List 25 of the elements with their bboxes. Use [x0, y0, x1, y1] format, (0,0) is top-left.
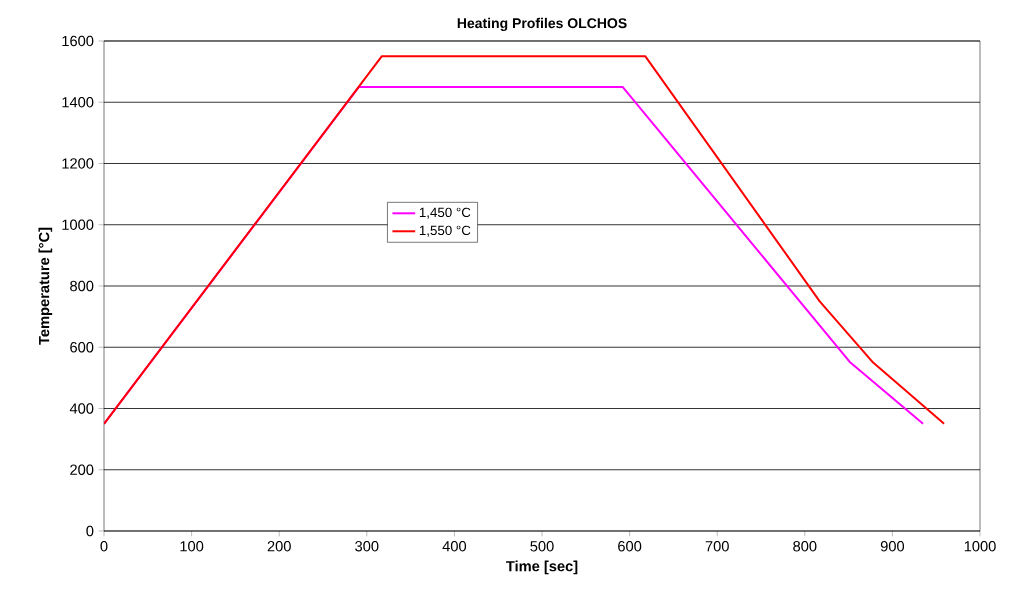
x-tick-label: 900: [880, 541, 905, 552]
x-tick-label: 0: [100, 541, 108, 552]
x-tick-label: 800: [793, 541, 817, 552]
y-tick-label: 800: [70, 280, 94, 292]
y-tick-label: 1200: [62, 158, 94, 169]
x-tick-label: 200: [267, 541, 291, 552]
y-tick-label: 0: [86, 525, 94, 537]
legend-label: 1,550 °C: [419, 225, 471, 237]
x-tick-label: 600: [618, 541, 642, 552]
y-tick-label: 1000: [62, 219, 94, 230]
x-tick-label: 100: [180, 541, 204, 552]
y-tick-label: 600: [70, 342, 94, 353]
y-tick-label: 200: [70, 464, 94, 475]
x-axis-title: Time [sec]: [506, 560, 578, 575]
y-tick-label: 1600: [62, 35, 94, 47]
x-tick-label: 1000: [964, 541, 996, 552]
x-tick-label: 300: [355, 541, 379, 552]
y-tick-label: 400: [69, 403, 94, 414]
x-tick-label: 700: [705, 541, 729, 552]
chart-title: Heating Profiles OLCHOS: [457, 17, 627, 31]
y-axis-title: Temperature [°C]: [38, 227, 53, 345]
y-tick-label: 1400: [62, 97, 94, 108]
x-tick-label: 500: [530, 541, 554, 552]
legend-label: 1,450 °C: [419, 207, 471, 219]
x-tick-label: 400: [442, 541, 467, 552]
